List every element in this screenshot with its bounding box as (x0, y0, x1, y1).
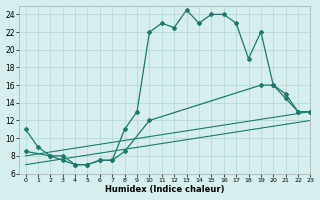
X-axis label: Humidex (Indice chaleur): Humidex (Indice chaleur) (105, 185, 225, 194)
